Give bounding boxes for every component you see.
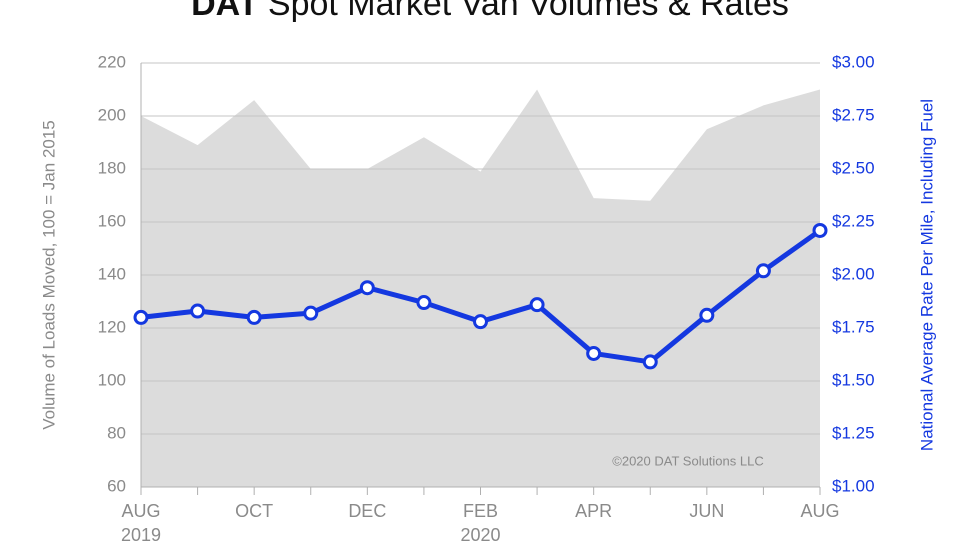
y-tick-label: 180 bbox=[98, 158, 126, 177]
rate-marker bbox=[416, 295, 432, 311]
y2-tick-label: $1.75 bbox=[832, 317, 875, 336]
y-tick-label: 100 bbox=[98, 370, 126, 389]
y-tick-label: 140 bbox=[98, 264, 126, 283]
rate-marker bbox=[246, 309, 262, 325]
y-tick-label: 160 bbox=[98, 211, 126, 230]
y-tick-label: 200 bbox=[98, 105, 126, 124]
chart-title: DAT Spot Market Van Volumes & Rates bbox=[191, 0, 789, 23]
y2-tick-label: $2.25 bbox=[832, 211, 875, 230]
y2-axis-title: National Average Rate Per Mile, Includin… bbox=[917, 99, 936, 451]
y2-tick-label: $2.00 bbox=[832, 264, 875, 283]
rate-marker bbox=[699, 307, 715, 323]
y-tick-label: 220 bbox=[98, 52, 126, 71]
rate-marker bbox=[586, 345, 602, 361]
rate-marker bbox=[303, 305, 319, 321]
volume-area bbox=[141, 89, 820, 487]
y-tick-label: 60 bbox=[107, 476, 126, 495]
rate-marker bbox=[755, 263, 771, 279]
title-text: Spot Market Van Volumes & Rates bbox=[268, 0, 789, 23]
rate-marker bbox=[529, 297, 545, 313]
y2-tick-label: $3.00 bbox=[832, 52, 875, 71]
rate-marker bbox=[812, 222, 828, 238]
y-axis-title: Volume of Loads Moved, 100 = Jan 2015 bbox=[39, 120, 58, 430]
rate-marker bbox=[359, 280, 375, 296]
x-tick-label: AUG bbox=[800, 501, 839, 521]
x-tick-label: AUG bbox=[121, 501, 160, 521]
annotation: ©2020 DAT Solutions LLC bbox=[612, 453, 763, 468]
x-year-label: 2020 bbox=[460, 525, 500, 545]
y2-tick-label: $2.50 bbox=[832, 158, 875, 177]
x-tick-label: DEC bbox=[348, 501, 386, 521]
title-logo: DAT bbox=[191, 0, 259, 23]
y-tick-label: 80 bbox=[107, 423, 126, 442]
y2-tick-label: $1.00 bbox=[832, 476, 875, 495]
rate-marker bbox=[473, 314, 488, 330]
y2-tick-label: $1.50 bbox=[832, 370, 875, 389]
y2-tick-label: $2.75 bbox=[832, 105, 875, 124]
x-year-label: 2019 bbox=[121, 525, 161, 545]
rate-marker bbox=[190, 303, 206, 319]
x-tick-label: JUN bbox=[689, 501, 724, 521]
rate-marker bbox=[133, 309, 149, 325]
rate-marker bbox=[642, 354, 658, 370]
y-tick-label: 120 bbox=[98, 317, 126, 336]
x-tick-label: APR bbox=[575, 501, 612, 521]
x-tick-label: OCT bbox=[235, 501, 273, 521]
y2-tick-label: $1.25 bbox=[832, 423, 875, 442]
x-tick-label: FEB bbox=[463, 501, 498, 521]
